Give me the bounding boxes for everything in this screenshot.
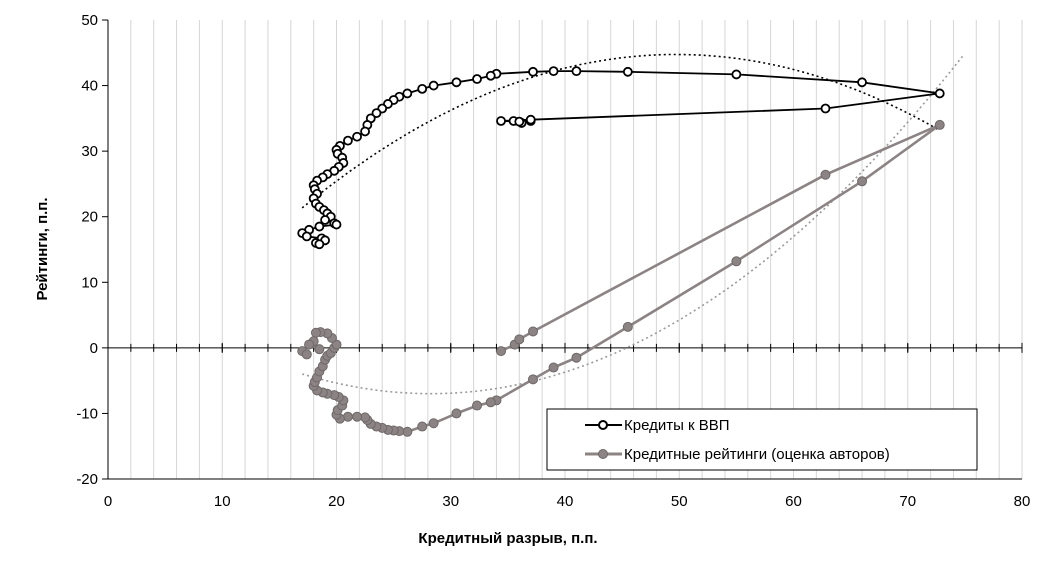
y-tick-label: 10 xyxy=(81,274,98,291)
data-point-ratings xyxy=(428,418,439,429)
data-point-credits xyxy=(622,66,633,77)
data-point-ratings xyxy=(301,349,312,360)
trend-lines xyxy=(301,53,964,395)
data-point-credits xyxy=(331,219,342,230)
x-tick-label: 70 xyxy=(899,493,916,510)
data-point-ratings xyxy=(304,339,315,350)
data-point-credits xyxy=(451,77,462,88)
data-point-credits xyxy=(360,126,370,137)
data-point-ratings xyxy=(417,421,428,432)
x-tick-label: 0 xyxy=(104,493,112,510)
y-tick-label: 0 xyxy=(90,340,98,357)
x-tick-label: 60 xyxy=(785,493,802,510)
data-point-credits xyxy=(496,116,506,126)
data-point-credits xyxy=(514,116,525,127)
data-point-credits xyxy=(371,108,382,119)
y-axis-title: Рейтинги, п.п. xyxy=(34,197,51,300)
series-layer xyxy=(297,66,945,437)
tick-labels: 0 10 20 30 40 50 60 70 80 -20 -10 0 10 20 30 40 50 xyxy=(76,12,1030,510)
data-point-ratings xyxy=(548,362,559,373)
y-tick-label: 50 xyxy=(81,12,98,29)
data-point-ratings xyxy=(571,352,582,363)
data-point-ratings xyxy=(514,334,525,345)
data-point-ratings xyxy=(472,400,483,411)
grid-lines xyxy=(130,20,1023,479)
data-point-credits xyxy=(472,74,482,84)
data-point-ratings xyxy=(857,176,868,187)
data-point-credits xyxy=(485,70,496,81)
x-tick-label: 40 xyxy=(557,493,574,510)
trend-line-credits xyxy=(301,53,941,209)
legend-marker-credits xyxy=(598,420,608,430)
data-point-credits xyxy=(314,221,325,232)
data-point-credits xyxy=(525,114,536,125)
x-tick-label: 50 xyxy=(671,493,688,510)
data-point-ratings xyxy=(314,344,325,355)
data-point-credits xyxy=(934,88,945,99)
data-point-ratings xyxy=(934,119,945,130)
data-point-credits xyxy=(528,66,538,77)
data-point-credits xyxy=(402,88,413,99)
data-point-credits xyxy=(428,80,439,91)
series-line-ratings xyxy=(300,123,941,434)
data-point-credits xyxy=(352,131,362,142)
x-tick-label: 80 xyxy=(1014,493,1031,510)
x-tick-label: 20 xyxy=(328,493,345,510)
data-point-ratings xyxy=(352,411,363,422)
data-point-ratings xyxy=(496,346,507,357)
data-point-ratings xyxy=(485,397,496,408)
y-tick-label: 30 xyxy=(81,143,98,160)
x-tick-label: 10 xyxy=(214,493,231,510)
y-tick-label: 40 xyxy=(81,78,98,95)
y-tick-label: -10 xyxy=(76,405,98,422)
trend-line-ratings xyxy=(301,55,964,395)
legend-label-ratings: Кредитные рейтинги (оценка авторов) xyxy=(624,446,890,463)
legend-box xyxy=(546,408,978,471)
data-point-ratings xyxy=(528,326,539,337)
legend-marker-ratings xyxy=(598,449,608,459)
data-point-ratings xyxy=(451,408,462,419)
data-point-ratings xyxy=(528,374,539,385)
data-point-ratings xyxy=(731,256,742,267)
y-tick-label: -20 xyxy=(76,471,98,488)
data-point-credits xyxy=(548,66,559,77)
legend: Кредиты к ВВП Кредитные рейтинги (оценка… xyxy=(546,408,978,471)
data-point-credits xyxy=(343,135,353,146)
x-axis-title: Кредитный разрыв, п.п. xyxy=(418,530,597,547)
data-point-credits xyxy=(820,103,831,114)
x-tick-label: 30 xyxy=(442,493,459,510)
data-point-credits xyxy=(320,215,330,225)
data-point-credits xyxy=(731,69,742,80)
data-point-credits xyxy=(857,77,867,88)
data-point-ratings xyxy=(310,327,321,338)
data-point-ratings xyxy=(622,321,633,332)
data-point-credits xyxy=(417,83,428,94)
legend-label-credits: Кредиты к ВВП xyxy=(624,417,730,434)
data-point-ratings xyxy=(820,169,831,180)
data-point-credits xyxy=(314,239,325,250)
data-point-credits xyxy=(571,66,582,77)
y-tick-label: 20 xyxy=(81,209,98,226)
data-point-credits xyxy=(301,231,312,242)
